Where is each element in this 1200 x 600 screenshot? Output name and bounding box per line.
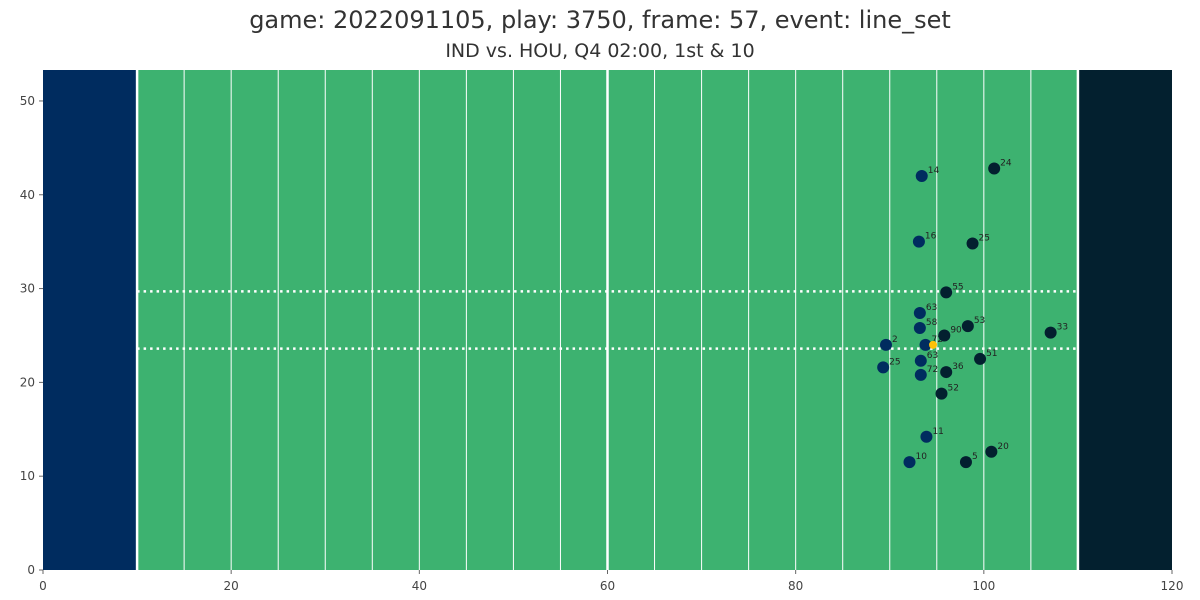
jersey-number-label: 14	[928, 166, 940, 176]
right-endzone	[1077, 70, 1172, 570]
jersey-number-label: 58	[926, 318, 938, 328]
player-marker-ind	[879, 338, 892, 351]
y-tick-label: 0	[27, 563, 35, 577]
jersey-number-label: 72	[932, 335, 943, 345]
jersey-number-label: 20	[997, 442, 1009, 452]
player-marker-hou	[959, 456, 972, 469]
x-tick-label: 80	[788, 579, 803, 593]
y-tick-label: 40	[20, 188, 35, 202]
y-tick-label: 30	[20, 282, 35, 296]
jersey-number-label: 33	[1057, 323, 1068, 333]
player-marker-hou	[940, 286, 953, 299]
y-tick-label: 50	[20, 94, 35, 108]
jersey-number-label: 63	[926, 303, 937, 313]
football-marker	[929, 340, 938, 349]
jersey-number-label: 24	[1000, 158, 1012, 168]
player-marker-hou	[1044, 326, 1057, 339]
player-marker-ind	[912, 235, 925, 248]
player-marker-hou	[938, 329, 951, 342]
y-tick-label: 20	[20, 375, 35, 389]
jersey-number-label: 25	[979, 234, 990, 244]
jersey-number-label: 51	[986, 349, 997, 359]
jersey-number-label: 72	[927, 365, 938, 375]
jersey-number-label: 2	[892, 335, 898, 345]
x-tick-label: 60	[600, 579, 615, 593]
player-marker-hou	[966, 237, 979, 250]
chart-subtitle: IND vs. HOU, Q4 02:00, 1st & 10	[445, 40, 755, 62]
jersey-number-label: 52	[947, 384, 958, 394]
player-marker-hou	[961, 320, 974, 333]
player-marker-ind	[919, 338, 932, 351]
jersey-number-label: 10	[916, 452, 928, 462]
player-marker-hou	[974, 352, 987, 365]
player-marker-ind	[914, 368, 927, 381]
chart-title: game: 2022091105, play: 3750, frame: 57,…	[249, 6, 951, 34]
player-marker-ind	[920, 430, 933, 443]
x-tick-label: 100	[972, 579, 995, 593]
jersey-number-label: 25	[889, 357, 900, 367]
player-marker-ind	[915, 170, 928, 183]
jersey-number-label: 53	[974, 316, 985, 326]
player-marker-ind	[914, 354, 927, 367]
jersey-number-label: 36	[952, 362, 964, 372]
player-marker-ind	[903, 456, 916, 469]
left-endzone	[43, 70, 138, 570]
jersey-number-label: 5	[972, 452, 978, 462]
jersey-number-label: 55	[952, 282, 963, 292]
player-marker-ind	[913, 321, 926, 334]
jersey-number-label: 90	[950, 325, 962, 335]
player-marker-hou	[935, 387, 948, 400]
jersey-number-label: 11	[932, 427, 943, 437]
y-tick-label: 10	[20, 469, 35, 483]
player-marker-hou	[985, 445, 998, 458]
x-tick-label: 0	[39, 579, 47, 593]
jersey-number-label: 16	[925, 232, 937, 242]
x-tick-label: 120	[1161, 579, 1184, 593]
player-marker-hou	[940, 366, 953, 379]
jersey-number-label: 63	[927, 351, 938, 361]
player-marker-ind	[913, 306, 926, 319]
player-marker-ind	[877, 361, 890, 374]
x-tick-label: 40	[412, 579, 427, 593]
player-marker-hou	[988, 162, 1001, 175]
x-tick-label: 20	[224, 579, 239, 593]
